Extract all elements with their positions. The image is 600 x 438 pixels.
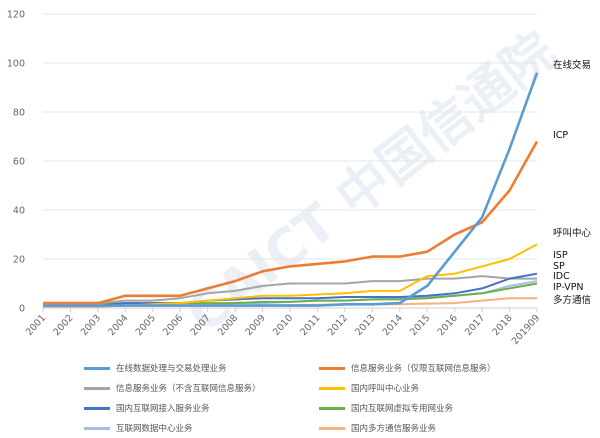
end-label: IP-VPN [553, 282, 584, 293]
x-tick-label: 2018 [490, 313, 514, 338]
y-axis-ticks: 0 20 40 60 80 100 120 [7, 10, 25, 315]
legend-swatch [84, 366, 110, 370]
y-tick-label: 20 [13, 255, 25, 266]
series-line-4 [43, 272, 538, 307]
legend-swatch [319, 426, 345, 430]
x-axis-ticks: 2001 2002 2003 2004 2005 2006 2007 2008 2009 2010… [24, 308, 542, 347]
end-label: ISP [553, 250, 568, 261]
x-tick-label: 2013 [353, 313, 377, 338]
x-tick-label: 2001 [24, 313, 48, 338]
legend-swatch [319, 406, 345, 410]
series-line-0 [43, 72, 539, 307]
x-tick-label: 201909 [510, 313, 542, 347]
legend-row: 互联网数据中心业务 国内多方通信服务业务 [84, 418, 554, 438]
x-tick-label: 2011 [298, 313, 322, 338]
legend-item: 国内多方通信服务业务 [319, 418, 554, 438]
y-tick-label: 40 [13, 206, 25, 217]
legend-swatch [319, 366, 345, 370]
x-tick-label: 2012 [326, 313, 350, 338]
legend-row: 信息服务业务（不含互联网信息服务） 国内呼叫中心业务 [84, 378, 554, 398]
series-lines [43, 72, 539, 308]
legend-swatch [84, 386, 110, 390]
legend-label: 国内互联网虚拟专用网业务 [351, 404, 454, 414]
x-tick-label: 2016 [436, 313, 460, 338]
legend-label: 国内多方通信服务业务 [351, 424, 437, 434]
end-label: 呼叫中心 [553, 227, 592, 239]
legend-row: 在线数据处理与交易处理业务 信息服务业务（仅限互联网信息服务） [84, 358, 554, 378]
x-tick-label: 2017 [463, 313, 487, 338]
y-tick-label: 100 [7, 59, 25, 70]
legend-item: 在线数据处理与交易处理业务 [84, 358, 319, 378]
end-label: 在线交易 [553, 59, 591, 71]
y-tick-label: 60 [13, 157, 25, 168]
legend-swatch [319, 386, 345, 390]
series-line-5 [43, 282, 538, 305]
x-tick-label: 2006 [161, 313, 185, 338]
x-tick-label: 2014 [381, 313, 405, 338]
x-tick-label: 2010 [271, 313, 295, 338]
legend-swatch [84, 406, 110, 410]
legend: 在线数据处理与交易处理业务 信息服务业务（仅限互联网信息服务） 信息服务业务（不含互… [84, 358, 554, 438]
end-label: ICP [553, 130, 568, 141]
legend-label: 在线数据处理与交易处理业务 [116, 364, 227, 374]
end-label: 多方通信 [553, 294, 591, 306]
x-tick-label: 2015 [408, 313, 432, 338]
legend-item: 国内互联网虚拟专用网业务 [319, 398, 554, 418]
legend-label: 国内呼叫中心业务 [351, 384, 420, 394]
end-label: SP [553, 261, 565, 272]
legend-item: 信息服务业务（仅限互联网信息服务） [319, 358, 554, 378]
x-tick-label: 2005 [134, 313, 158, 338]
legend-item: 互联网数据中心业务 [84, 418, 319, 438]
legend-label: 信息服务业务（不含互联网信息服务） [116, 384, 261, 394]
legend-label: 互联网数据中心业务 [116, 424, 193, 434]
series-line-1 [43, 140, 539, 305]
x-tick-label: 2004 [106, 313, 130, 338]
legend-item: 国内呼叫中心业务 [319, 378, 554, 398]
y-tick-label: 0 [19, 304, 25, 315]
legend-item: 信息服务业务（不含互联网信息服务） [84, 378, 319, 398]
y-tick-label: 80 [13, 108, 25, 119]
end-label: IDC [553, 271, 570, 282]
y-tick-label: 120 [7, 10, 25, 21]
series-line-2 [43, 275, 537, 305]
legend-label: 信息服务业务（仅限互联网信息服务） [351, 364, 496, 374]
legend-row: 国内互联网接入服务业务 国内互联网虚拟专用网业务 [84, 398, 554, 418]
x-tick-label: 2003 [79, 313, 103, 338]
legend-label: 国内互联网接入服务业务 [116, 404, 210, 414]
legend-swatch [84, 426, 110, 430]
legend-item: 国内互联网接入服务业务 [84, 398, 319, 418]
x-tick-label: 2002 [51, 313, 75, 338]
